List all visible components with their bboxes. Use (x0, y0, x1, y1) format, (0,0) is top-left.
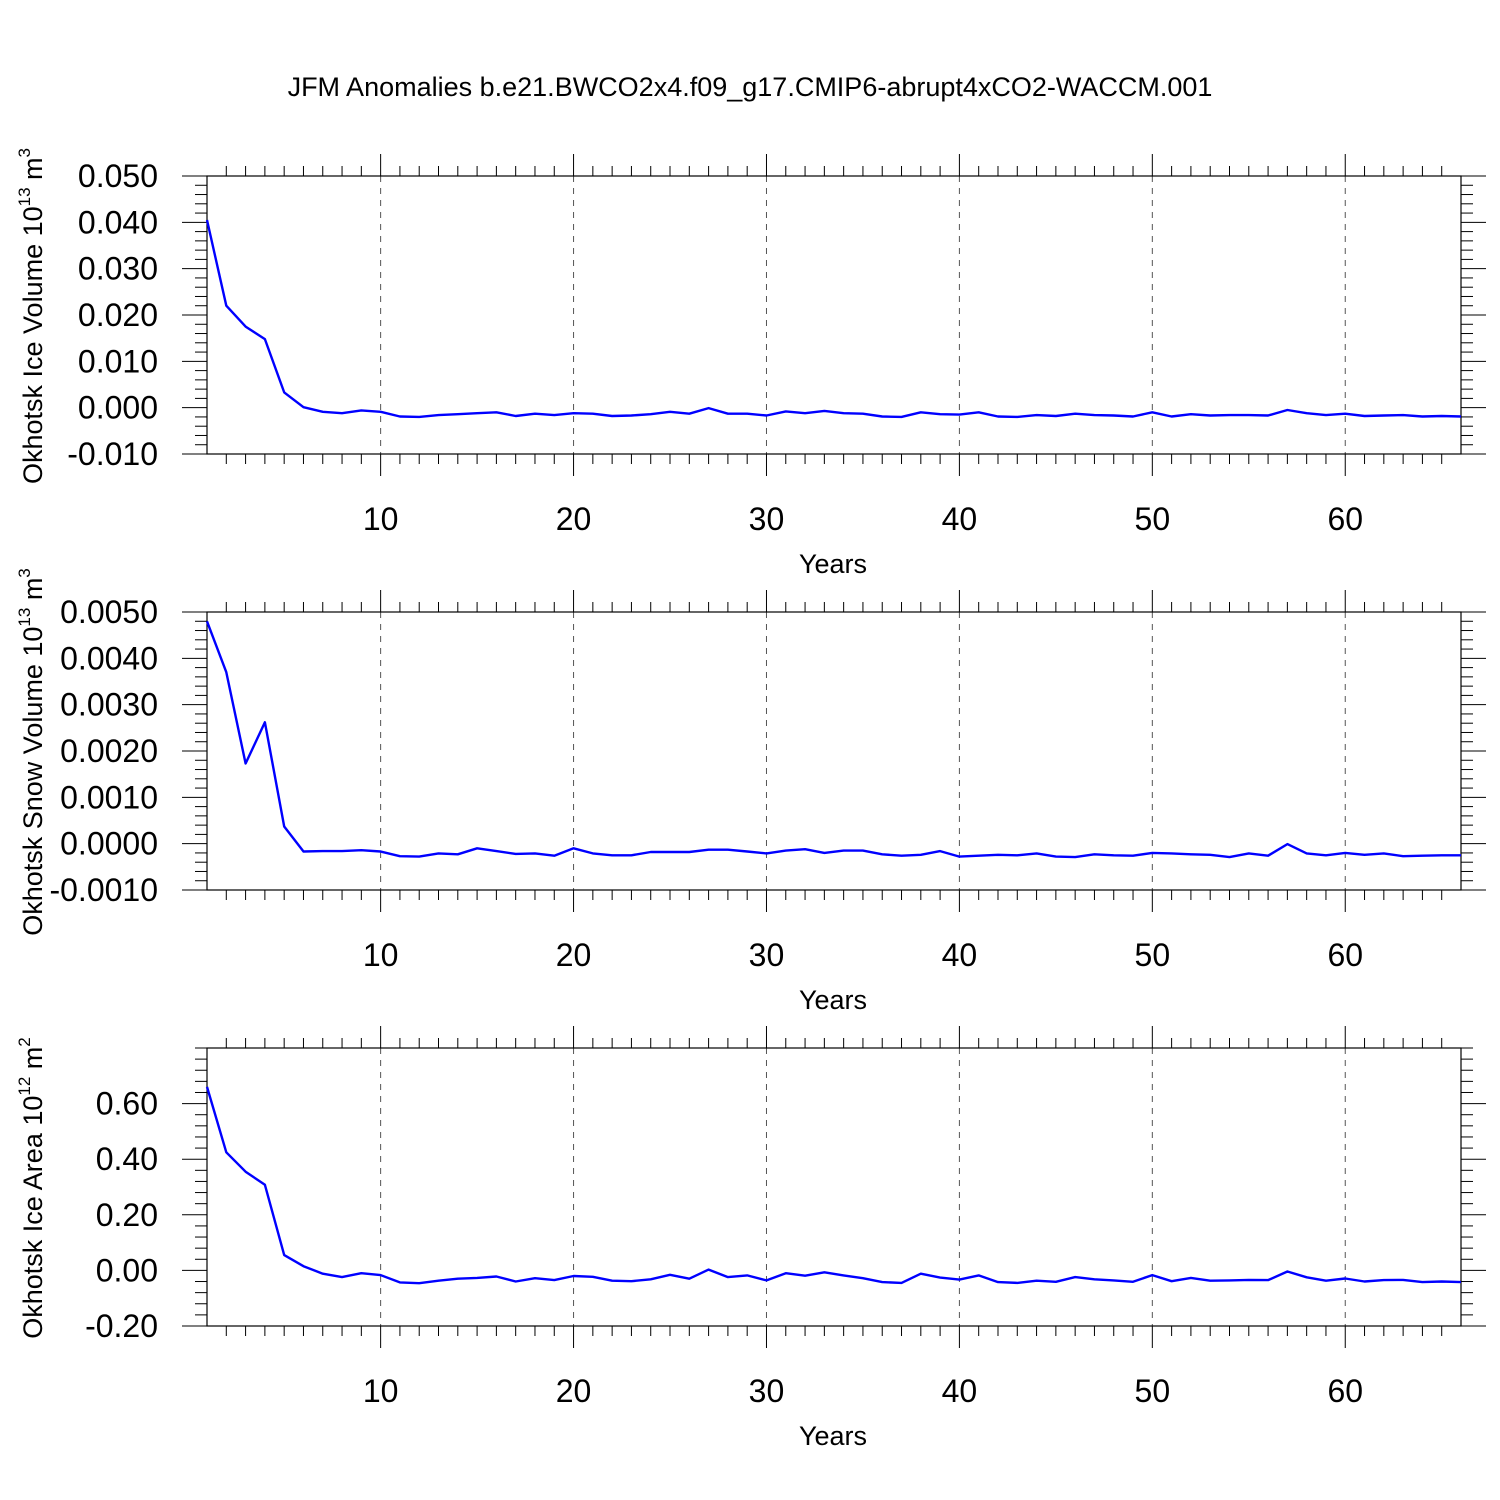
panel-3: 10 20 30 40 50 60 -0.20 0.00 0.20 0.40 0.60 Years Ok… (15, 1026, 1486, 1451)
series-line (205, 219, 1462, 419)
x-tick-label: 20 (556, 1373, 592, 1409)
x-tick-label: 60 (1327, 937, 1363, 973)
y-tick-label: 0.40 (96, 1141, 158, 1177)
x-tick-label: 50 (1135, 1373, 1171, 1409)
x-tick-label: 10 (363, 501, 399, 537)
x-tick-label: 60 (1327, 1373, 1363, 1409)
x-tick-label: 50 (1135, 501, 1171, 537)
y-tick-label: 0.020 (78, 297, 158, 333)
series-line (205, 620, 1461, 859)
x-tick-label: 60 (1327, 501, 1363, 537)
y-tick-label: 0.00 (96, 1252, 158, 1288)
y-tick-label: -0.0010 (49, 872, 158, 908)
x-tick-label: 10 (363, 1373, 399, 1409)
y-tick-label: 0.030 (78, 251, 158, 287)
y-tick-label: -0.010 (67, 436, 158, 472)
y-axis-label: Okhotsk Ice Area 1012 m2 (15, 1037, 48, 1339)
x-tick-label: 20 (556, 501, 592, 537)
x-axis-label: Years (799, 549, 867, 579)
y-tick-label: 0.0010 (60, 779, 158, 815)
plot-frame (206, 175, 1462, 455)
x-axis-label: Years (799, 1421, 867, 1451)
y-tick-label: 0.010 (78, 343, 158, 379)
y-tick-label: 0.0020 (60, 733, 158, 769)
x-tick-label: 20 (556, 937, 592, 973)
x-tick-label: 30 (749, 501, 785, 537)
y-tick-label: -0.20 (85, 1308, 158, 1344)
y-tick-label: 0.0030 (60, 687, 158, 723)
y-tick-label: 0.0000 (60, 826, 158, 862)
y-axis-label: Okhotsk Snow Volume 1013 m3 (15, 568, 48, 936)
plot-frame (206, 1047, 1462, 1327)
y-tick-label: 0.0050 (60, 594, 158, 630)
x-tick-label: 40 (942, 1373, 978, 1409)
y-tick-label: 0.040 (78, 204, 158, 240)
x-tick-label: 50 (1135, 937, 1171, 973)
y-axis-label: Okhotsk Ice Volume 1013 m3 (15, 148, 48, 484)
x-tick-label: 40 (942, 937, 978, 973)
series-line (205, 1086, 1462, 1285)
y-tick-label: 0.60 (96, 1086, 158, 1122)
x-tick-label: 40 (942, 501, 978, 537)
x-tick-label: 10 (363, 937, 399, 973)
x-axis-label: Years (799, 985, 867, 1015)
y-tick-label: 0.0040 (60, 640, 158, 676)
x-tick-label: 30 (749, 937, 785, 973)
panel-1: 10 20 30 40 50 60 -0.010 0.000 0.010 0.020 0.030 0.… (15, 148, 1486, 579)
y-tick-label: 0.20 (96, 1197, 158, 1233)
y-tick-label: 0.000 (78, 390, 158, 426)
panel-2: 10 20 30 40 50 60 -0.0010 0.0000 0.0010 0.0020 0.0… (15, 568, 1486, 1015)
chart-title: JFM Anomalies b.e21.BWCO2x4.f09_g17.CMIP… (287, 72, 1213, 102)
plot-frame (206, 611, 1462, 891)
y-tick-label: 0.050 (78, 158, 158, 194)
x-tick-label: 30 (749, 1373, 785, 1409)
